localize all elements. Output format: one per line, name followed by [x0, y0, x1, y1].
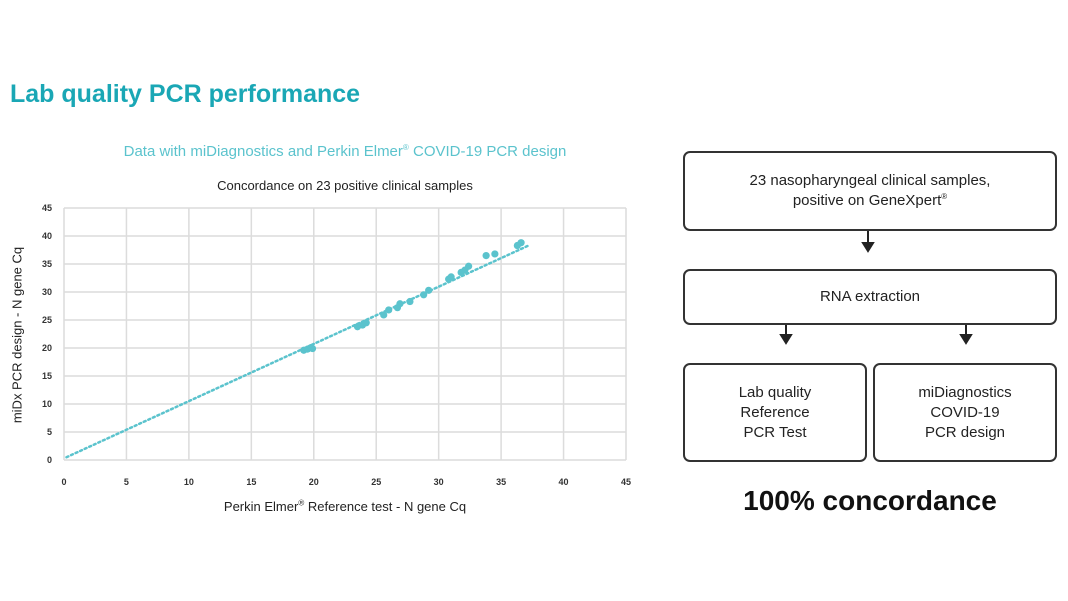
concordance-statement: 100% concordance — [743, 485, 997, 516]
data-point — [362, 319, 370, 327]
y-tick-label: 15 — [42, 371, 52, 381]
chart-subtitle: Data with miDiagnostics and Perkin Elmer… — [0, 143, 690, 160]
data-point — [425, 286, 433, 294]
midiagnostics-line-1: miDiagnostics — [918, 383, 1012, 401]
x-tick-label: 5 — [124, 477, 129, 487]
data-point — [385, 306, 393, 314]
arrow-to-midiagnostics — [959, 325, 973, 345]
midiagnostics-box: miDiagnostics COVID-19 PCR design — [873, 363, 1057, 462]
data-point — [447, 273, 455, 281]
scatter-plot: 0 5 10 15 20 25 30 35 40 45 0 5 10 15 20 25 30 35 40 45 — [42, 203, 631, 487]
midiagnostics-line-2: COVID-19 — [930, 403, 1000, 421]
x-tick-label: 45 — [621, 477, 631, 487]
y-tick-label: 30 — [42, 287, 52, 297]
y-tick-label: 20 — [42, 343, 52, 353]
subtitle-text: Data with miDiagnostics and Perkin Elmer — [123, 143, 403, 160]
x-axis-label-end: Reference test - N gene Cq — [304, 499, 467, 514]
rna-extraction-label: RNA extraction — [819, 288, 921, 305]
data-point — [517, 239, 525, 247]
data-point — [482, 252, 490, 260]
data-point — [406, 297, 414, 306]
data-point — [308, 344, 317, 353]
reference-line-1: Lab quality — [738, 383, 812, 401]
x-tick-label: 10 — [184, 477, 194, 487]
data-point — [380, 311, 388, 319]
midiagnostics-line-3: PCR design — [924, 423, 1006, 441]
y-tick-label: 45 — [42, 203, 52, 213]
x-axis-registered-mark: ® — [298, 498, 305, 508]
samples-box: 23 nasopharyngeal clinical samples, posi… — [683, 151, 1057, 231]
chart-title: Concordance on 23 positive clinical samp… — [217, 178, 473, 193]
subtitle-registered-mark: ® — [402, 143, 409, 152]
reference-line-3: PCR Test — [743, 423, 807, 441]
x-axis-label-text: Perkin Elmer — [223, 499, 299, 514]
y-tick-label: 0 — [47, 455, 52, 465]
y-tick-label: 25 — [42, 315, 52, 325]
samples-registered-mark: ® — [941, 192, 948, 201]
subtitle-text-end: COVID-19 PCR design — [408, 143, 567, 160]
x-tick-label: 35 — [496, 477, 506, 487]
samples-line-2-text: positive on GeneXpert — [792, 192, 942, 209]
y-tick-label: 10 — [42, 399, 52, 409]
reference-test-box: Lab quality Reference PCR Test — [683, 363, 867, 462]
x-tick-label: 15 — [246, 477, 256, 487]
samples-line-2: positive on GeneXpert® — [750, 191, 991, 211]
data-point — [465, 262, 473, 270]
x-axis-label: Perkin Elmer® Reference test - N gene Cq — [64, 499, 626, 514]
y-tick-label: 5 — [47, 427, 52, 437]
y-tick-label: 35 — [42, 259, 52, 269]
data-point — [420, 291, 428, 299]
reference-line-2: Reference — [740, 403, 810, 421]
arrow-to-extraction — [861, 231, 875, 253]
data-point — [491, 250, 499, 258]
rna-extraction-box: RNA extraction — [683, 269, 1057, 325]
y-tick-label: 40 — [42, 231, 52, 241]
data-point — [396, 300, 404, 308]
arrow-to-reference — [779, 325, 793, 345]
x-tick-label: 0 — [61, 477, 66, 487]
x-tick-label: 40 — [559, 477, 569, 487]
x-tick-label: 20 — [309, 477, 319, 487]
x-tick-label: 30 — [434, 477, 444, 487]
x-tick-label: 25 — [371, 477, 381, 487]
trendline — [65, 244, 530, 459]
samples-line-1: 23 nasopharyngeal clinical samples, — [749, 172, 991, 189]
slide-title: Lab quality PCR performance — [10, 80, 361, 108]
